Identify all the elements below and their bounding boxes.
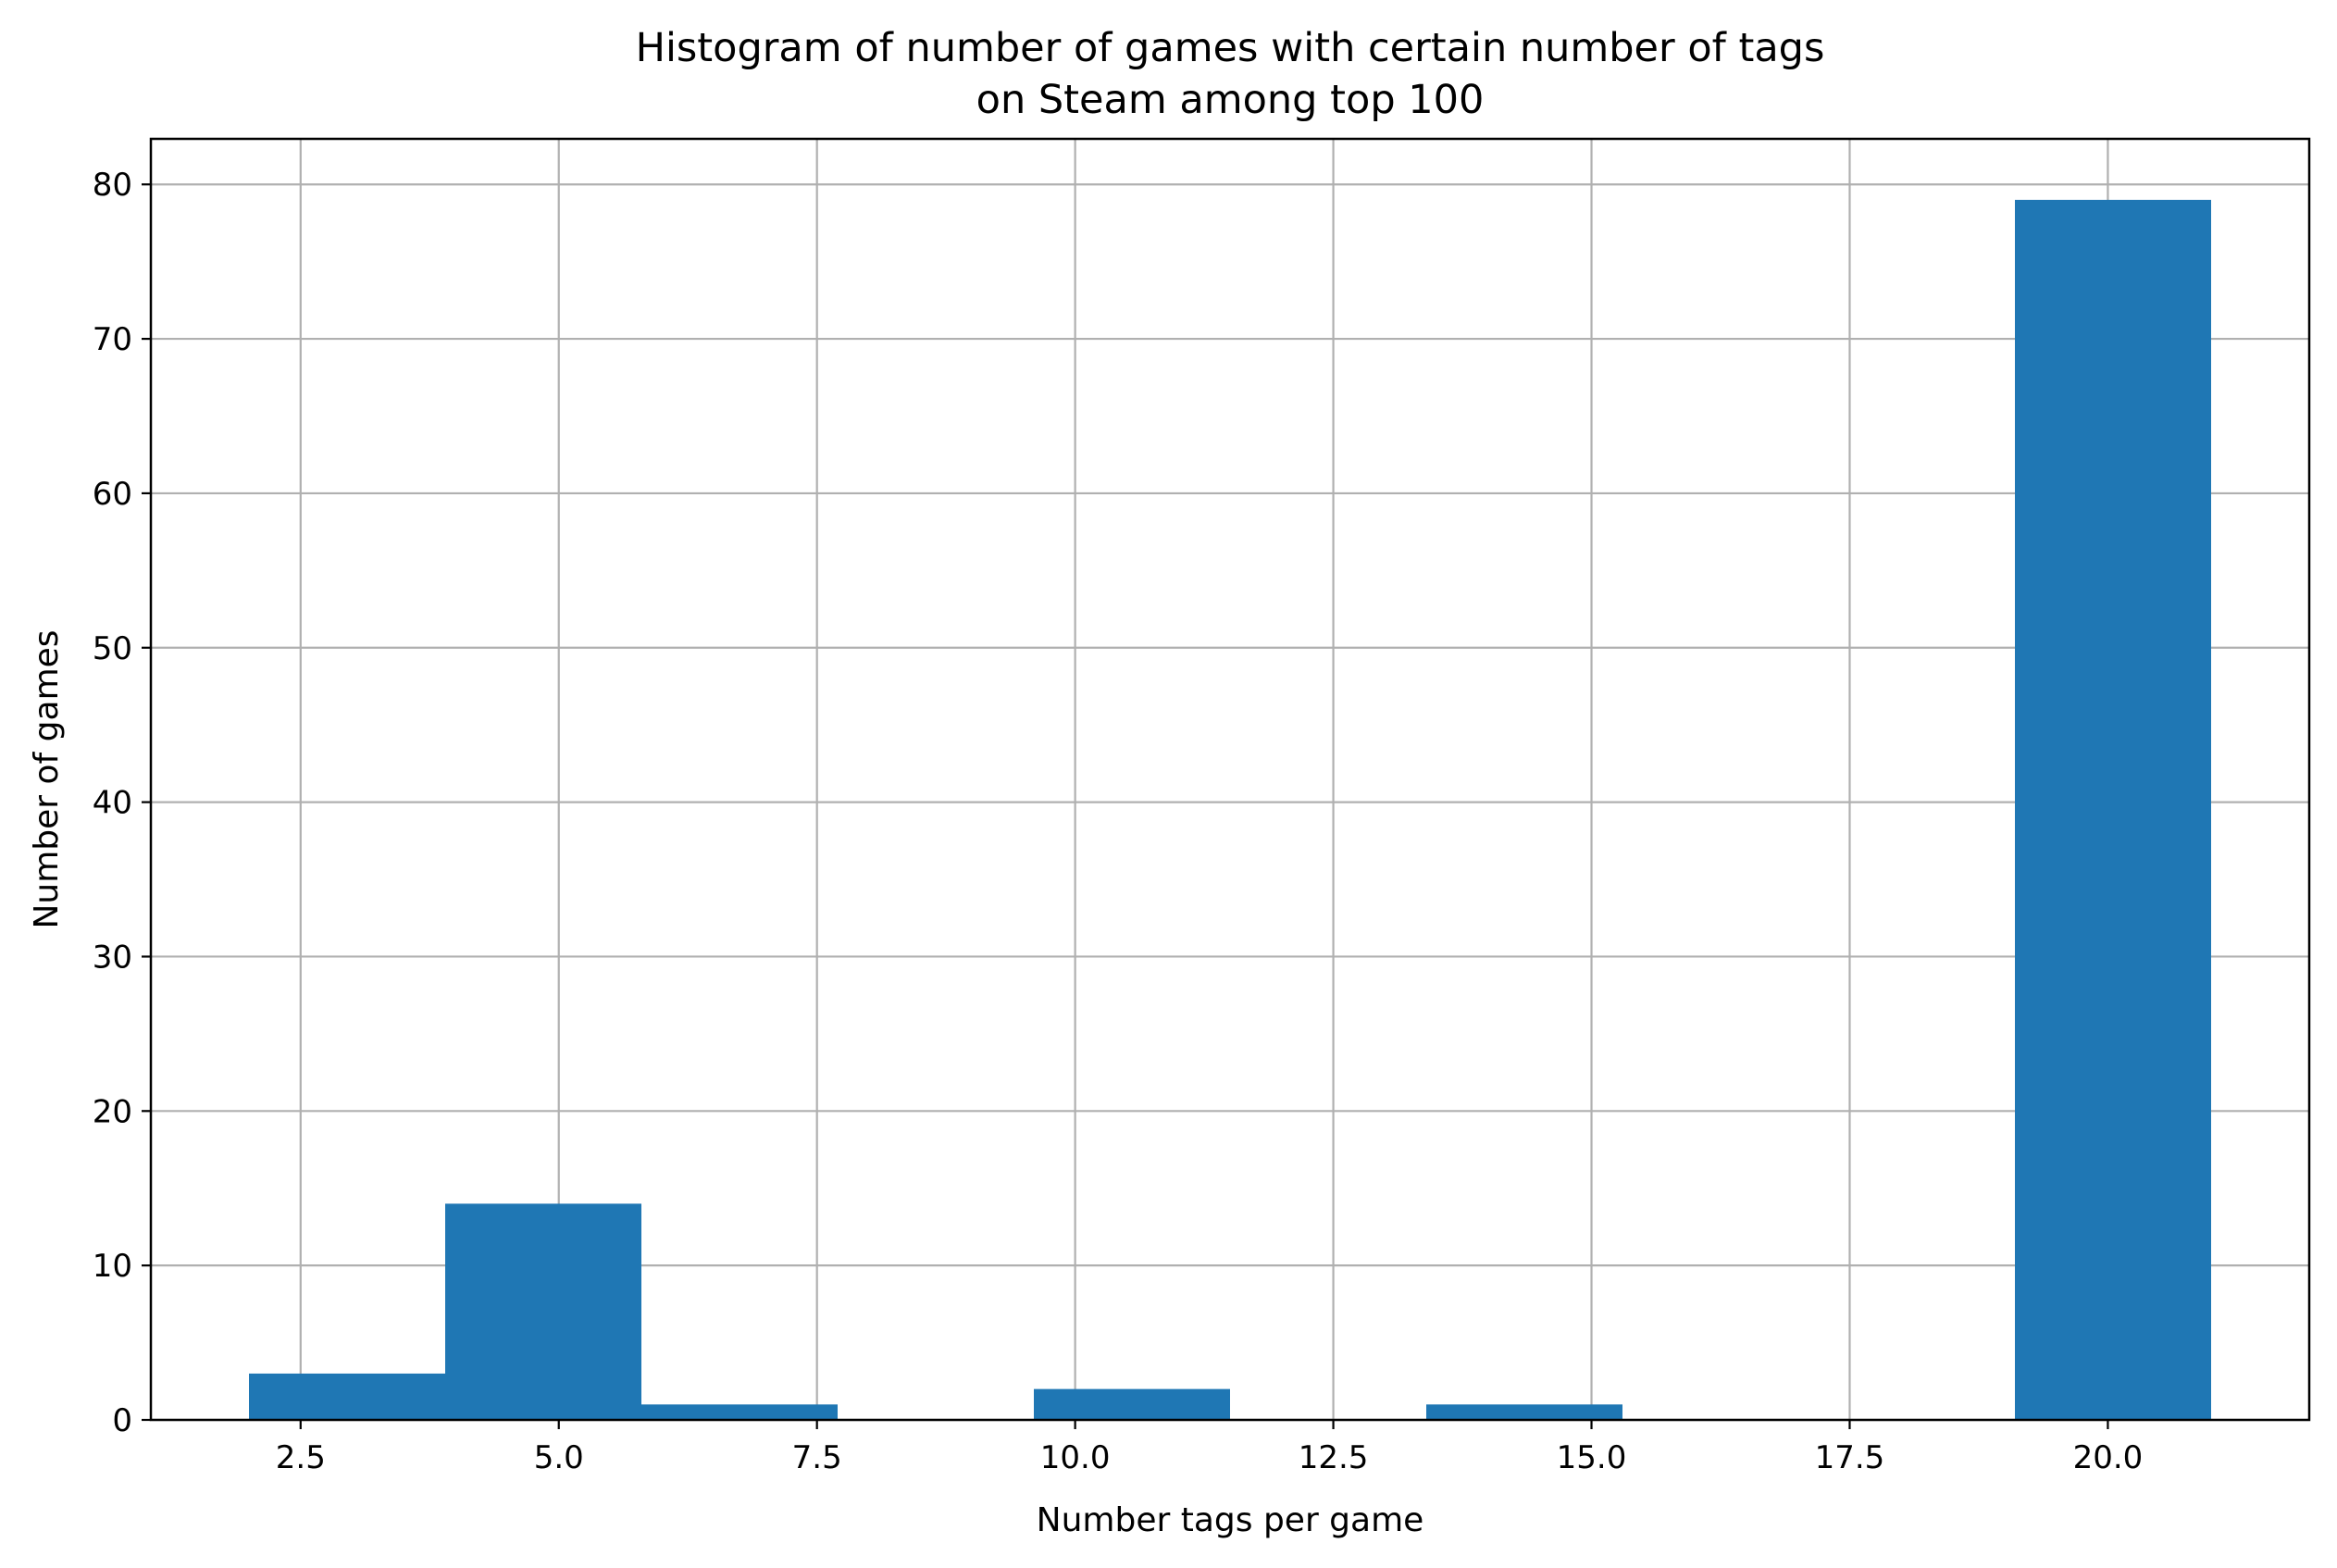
x-tick-label: 17.5: [1815, 1439, 1885, 1476]
chart-title: Histogram of number of games with certai…: [636, 25, 1825, 71]
histogram-bar: [445, 1203, 641, 1420]
histogram-bar: [1426, 1404, 1622, 1420]
y-tick-label: 20: [93, 1093, 132, 1130]
histogram-bar: [249, 1373, 445, 1420]
y-tick-label: 0: [112, 1402, 132, 1439]
plot-frame: [149, 137, 2311, 1422]
x-tick-label: 5.0: [534, 1439, 584, 1476]
y-tick-label: 70: [93, 321, 132, 358]
axis-ticks: 2.5 5.0 7.5 10.0 12.5 15.0 17.5 20.0 0 10 20 30 40 50…: [93, 167, 2144, 1476]
x-tick-label: 20.0: [2073, 1439, 2144, 1476]
chart-subtitle: on Steam among top 100: [976, 77, 1485, 123]
grid: [151, 139, 2309, 1422]
x-tick-label: 2.5: [276, 1439, 326, 1476]
x-axis-label: Number tags per game: [1037, 1501, 1424, 1539]
y-tick-label: 30: [93, 939, 132, 976]
x-tick-label: 10.0: [1040, 1439, 1111, 1476]
y-tick-label: 40: [93, 785, 132, 822]
bars: [249, 199, 2211, 1420]
y-axis-label: Number of games: [28, 629, 66, 928]
histogram-bar: [641, 1404, 838, 1420]
histogram-bar: [2015, 199, 2211, 1420]
x-tick-label: 15.0: [1557, 1439, 1627, 1476]
y-tick-label: 50: [93, 630, 132, 667]
y-tick-label: 60: [93, 476, 132, 513]
y-tick-label: 10: [93, 1248, 132, 1285]
x-tick-label: 12.5: [1299, 1439, 1369, 1476]
x-tick-label: 7.5: [792, 1439, 842, 1476]
y-tick-label: 80: [93, 167, 132, 204]
histogram-bar: [1034, 1388, 1230, 1420]
